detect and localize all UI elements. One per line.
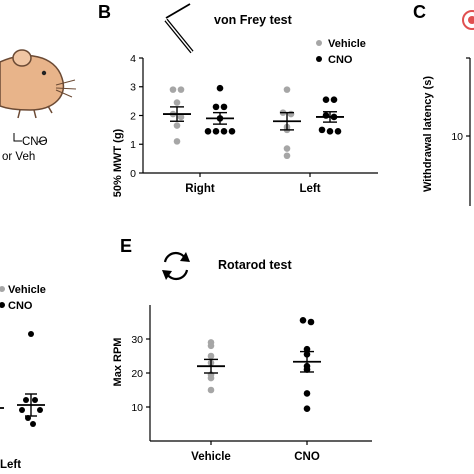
mouse-eye: [41, 70, 47, 76]
von-frey-filament-icon: [164, 3, 194, 54]
panel-d-point: [23, 397, 29, 403]
data-point-cno: [212, 128, 220, 135]
data-point-cno: [330, 96, 338, 103]
y-tick-label: 1: [130, 139, 136, 151]
data-point-cno: [303, 405, 311, 413]
data-point-vehicle: [283, 86, 291, 93]
x-category-label: Right: [185, 183, 215, 195]
legend-d-vehicle-label: Vehicle: [8, 284, 46, 296]
data-point-cno: [216, 84, 224, 92]
panel-d-point: [37, 407, 43, 413]
data-point-cno: [204, 128, 212, 135]
mouse-whiskers: [55, 79, 77, 98]
panel-e-letter: E: [120, 236, 132, 256]
data-point-cno: [322, 96, 330, 103]
panel-d-cno-group: [0, 331, 45, 427]
data-point-cno: [318, 126, 326, 134]
legend-d-vehicle-marker: [0, 286, 5, 292]
panel-e-title: Rotarod test: [218, 258, 292, 272]
panel-a-mouse-illustration: [0, 49, 77, 143]
panel-c-tick-10: 10: [451, 131, 463, 143]
data-point-cno: [220, 103, 228, 111]
panel-d-point: [32, 397, 38, 403]
data-point-cno: [220, 128, 228, 135]
data-point-vehicle: [207, 386, 215, 394]
panel-a-label-veh: or Veh: [2, 151, 35, 163]
data-point-vehicle: [207, 342, 215, 350]
panel-b-letter: B: [98, 2, 111, 22]
data-point-vehicle: [177, 113, 185, 121]
data-point-cno: [326, 128, 334, 135]
panel-d-point: [30, 421, 36, 427]
y-tick-label: 4: [130, 53, 136, 65]
legend-d-cno-marker: [0, 302, 5, 308]
data-point-vehicle: [173, 138, 181, 145]
y-tick-label: 3: [130, 82, 136, 94]
panel-e-plot: 10 20 30 Vehicle CNO: [131, 305, 372, 463]
panel-b-title: von Frey test: [214, 13, 293, 27]
legend-cno-label: CNO: [328, 54, 353, 66]
legend-d-cno-label: CNO: [8, 300, 33, 312]
legend-vehicle-marker: [316, 40, 322, 46]
rotarod-rotation-icon: [162, 251, 190, 281]
panel-e-ylabel: Max RPM: [112, 338, 124, 387]
panel-c-y-axis: [466, 57, 471, 206]
panel-d-point: [19, 407, 25, 413]
panel-b-plot: 0 1 2 3 4 Right Left: [130, 53, 378, 195]
data-point-cno: [303, 390, 311, 397]
data-point-vehicle: [173, 99, 181, 106]
data-point-vehicle: [207, 352, 215, 360]
data-point-vehicle: [173, 122, 181, 129]
panel-c-letter: C: [413, 2, 426, 22]
data-point-cno: [228, 128, 236, 135]
x-category-label: CNO: [294, 451, 320, 463]
y-tick-label: 10: [131, 402, 143, 414]
data-point-vehicle: [207, 374, 215, 382]
data-point-cno: [299, 317, 307, 324]
panel-b-legend: Vehicle CNO: [316, 38, 366, 66]
panel-b-ylabel: 50% MWT (g): [112, 128, 124, 197]
data-point-cno: [307, 318, 315, 326]
mouse-paws: [17, 105, 53, 119]
panel-d-category: Left: [0, 459, 21, 471]
panel-d-legend: Vehicle CNO: [0, 284, 46, 312]
y-tick-label: 30: [131, 334, 143, 346]
data-point-vehicle: [177, 86, 185, 93]
panel-a-label-cno: CNO: [22, 136, 48, 148]
heat-target-icon: [462, 10, 474, 30]
x-category-label: Vehicle: [191, 451, 231, 463]
y-tick-label: 20: [131, 368, 143, 380]
data-point-vehicle: [169, 86, 177, 93]
mouse-ear: [12, 49, 32, 67]
data-point-vehicle: [287, 110, 295, 118]
data-point-cno: [212, 103, 220, 111]
data-point-cno: [303, 345, 311, 353]
y-tick-label: 2: [130, 110, 136, 122]
data-point-cno: [334, 128, 342, 135]
x-category-label: Left: [299, 183, 320, 195]
data-point-vehicle: [283, 152, 291, 160]
y-tick-label: 0: [130, 168, 136, 180]
mouse-body: [0, 55, 65, 111]
panel-d-point: [28, 331, 34, 337]
legend-vehicle-label: Vehicle: [328, 38, 366, 50]
legend-cno-marker: [316, 56, 322, 62]
panel-c-ylabel: Withdrawal latency (s): [422, 76, 434, 192]
data-point-vehicle: [283, 145, 291, 152]
injection-bracket: [13, 133, 47, 143]
